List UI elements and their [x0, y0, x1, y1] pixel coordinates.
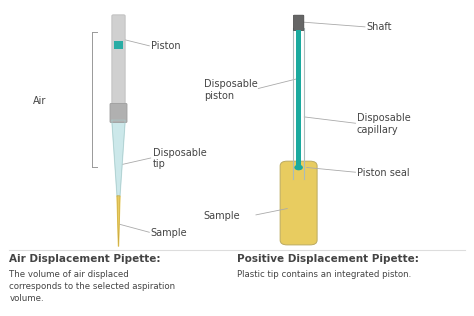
Circle shape [294, 165, 303, 170]
Text: Shaft: Shaft [366, 22, 392, 32]
Text: Air: Air [33, 96, 46, 106]
FancyBboxPatch shape [112, 15, 125, 105]
FancyBboxPatch shape [280, 161, 317, 245]
Text: Piston: Piston [151, 41, 180, 51]
Text: Plastic tip contains an integrated piston.: Plastic tip contains an integrated pisto… [237, 270, 411, 279]
FancyBboxPatch shape [110, 103, 127, 123]
Text: Disposable
piston: Disposable piston [204, 79, 257, 101]
Text: Disposable
tip: Disposable tip [153, 148, 206, 169]
Polygon shape [117, 196, 120, 246]
Bar [114, 41, 123, 49]
Text: Air Displacement Pipette:: Air Displacement Pipette: [9, 254, 161, 264]
FancyBboxPatch shape [293, 15, 304, 31]
Text: Sample: Sample [204, 210, 240, 221]
Text: Disposable
capillary: Disposable capillary [357, 113, 410, 135]
Bar [296, 30, 301, 167]
Text: The volume of air displaced
corresponds to the selected aspiration
volume.: The volume of air displaced corresponds … [9, 270, 175, 303]
Text: Piston seal: Piston seal [357, 168, 410, 178]
Polygon shape [112, 120, 125, 196]
Text: Positive Displacement Pipette:: Positive Displacement Pipette: [237, 254, 419, 264]
Text: Sample: Sample [151, 228, 187, 238]
